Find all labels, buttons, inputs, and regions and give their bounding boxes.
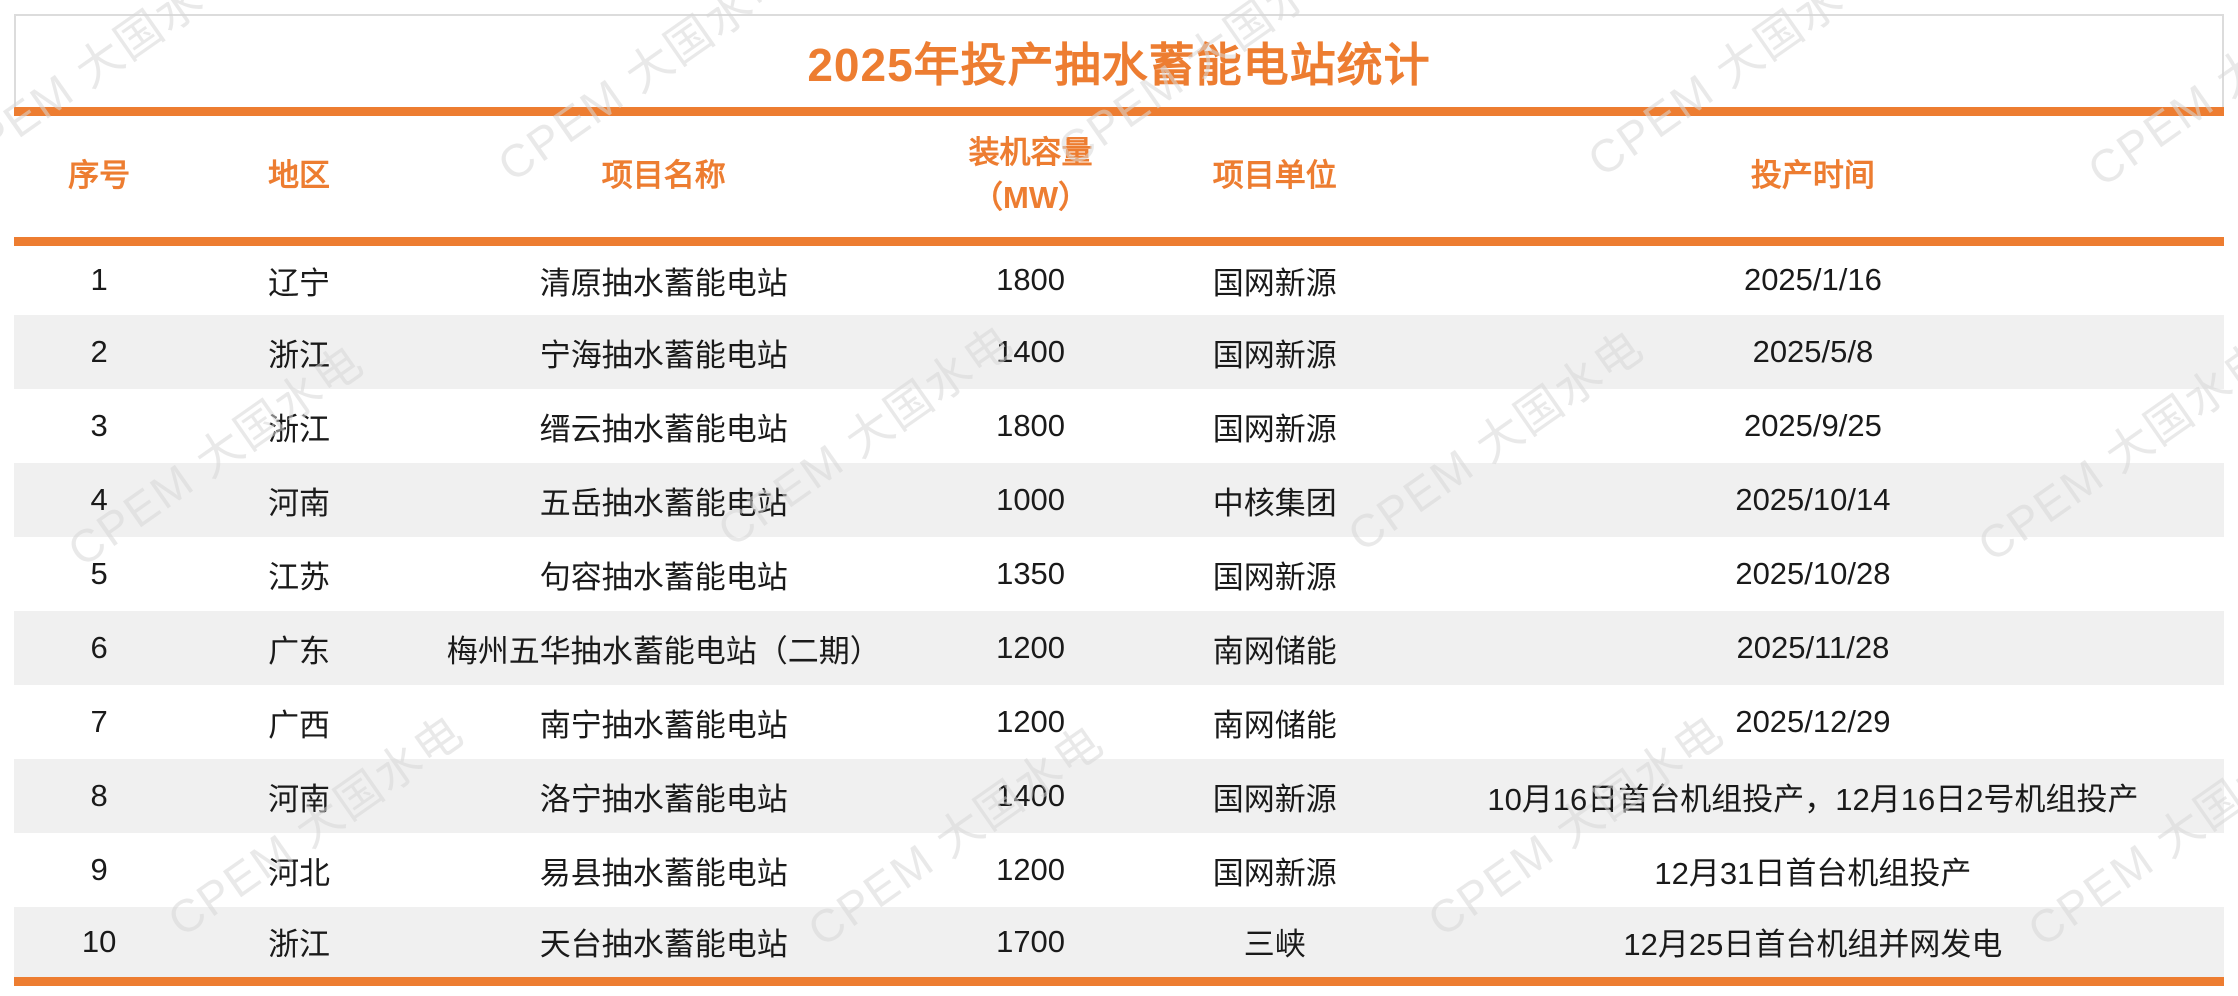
cell-capacity: 1400 <box>996 778 1066 813</box>
header-name: 项目名称 <box>413 116 914 246</box>
cell-time: 2025/10/14 <box>1735 482 1891 517</box>
cell-unit: 国网新源 <box>1212 855 1337 891</box>
cell-capacity: 1200 <box>996 852 1066 887</box>
page-title: 2025年投产抽水蓄能电站统计 <box>807 38 1431 91</box>
cell-region: 广西 <box>268 707 331 743</box>
stations-table: 序号 地区 项目名称 装机容量 （MW） 项目单位 投产时间 1 辽宁 清原抽水… <box>14 116 2224 986</box>
cell-unit: 国网新源 <box>1212 265 1337 301</box>
table-card: 2025年投产抽水蓄能电站统计 序号 地区 项目名称 装机容量 （MW） 项目单… <box>14 14 2224 986</box>
cell-project-name: 宁海抽水蓄能电站 <box>539 337 788 373</box>
table-row: 4 河南 五岳抽水蓄能电站 1000 中核集团 2025/10/14 <box>14 463 2224 537</box>
table-row: 1 辽宁 清原抽水蓄能电站 1800 国网新源 2025/1/16 <box>14 241 2224 315</box>
cell-unit: 国网新源 <box>1212 559 1337 595</box>
cell-time: 12月31日首台机组投产 <box>1654 855 1972 891</box>
cell-no: 3 <box>90 408 108 443</box>
table-row: 8 河南 洛宁抽水蓄能电站 1400 国网新源 10月16日首台机组投产，12月… <box>14 759 2224 833</box>
cell-unit: 中核集团 <box>1212 485 1337 521</box>
cell-region: 河南 <box>268 485 331 521</box>
table-body: 1 辽宁 清原抽水蓄能电站 1800 国网新源 2025/1/16 2 浙江 宁… <box>14 241 2224 986</box>
cell-no: 1 <box>90 262 108 298</box>
cell-unit: 国网新源 <box>1212 337 1337 373</box>
cell-unit: 南网储能 <box>1212 707 1337 743</box>
cell-time: 2025/9/25 <box>1743 408 1882 443</box>
cell-region: 河南 <box>268 781 331 817</box>
cell-no: 8 <box>90 778 108 813</box>
cell-capacity: 1200 <box>996 630 1066 665</box>
header-region: 地区 <box>184 116 414 246</box>
cell-time: 2025/11/28 <box>1736 630 1890 665</box>
cell-project-name: 五岳抽水蓄能电站 <box>539 485 788 521</box>
cell-capacity: 1400 <box>996 334 1066 369</box>
header-capacity: 装机容量 （MW） <box>913 116 1148 246</box>
cell-capacity: 1000 <box>996 482 1066 517</box>
cell-capacity: 1200 <box>996 704 1066 739</box>
cell-region: 浙江 <box>268 411 331 447</box>
cell-no: 7 <box>90 704 108 739</box>
title-box: 2025年投产抽水蓄能电站统计 <box>14 14 2224 107</box>
cell-time: 2025/10/28 <box>1735 556 1891 591</box>
cell-project-name: 句容抽水蓄能电站 <box>539 559 788 595</box>
title-divider <box>14 107 2224 116</box>
cell-no: 10 <box>14 907 185 986</box>
cell-project-name: 清原抽水蓄能电站 <box>539 265 788 301</box>
table-row: 2 浙江 宁海抽水蓄能电站 1400 国网新源 2025/5/8 <box>14 315 2224 389</box>
table-row: 9 河北 易县抽水蓄能电站 1200 国网新源 12月31日首台机组投产 <box>14 833 2224 907</box>
cell-time: 10月16日首台机组投产，12月16日2号机组投产 <box>1487 781 2139 817</box>
cell-unit: 国网新源 <box>1212 411 1337 447</box>
cell-region: 辽宁 <box>268 265 331 301</box>
cell-time: 2025/5/8 <box>1752 334 1874 369</box>
cell-capacity: 1800 <box>996 408 1066 443</box>
cell-region: 浙江 <box>268 337 331 373</box>
cell-project-name: 梅州五华抽水蓄能电站（二期） <box>446 633 881 669</box>
cell-region: 广东 <box>268 633 331 669</box>
cell-time: 12月25日首台机组并网发电 <box>1401 907 2224 986</box>
cell-project-name: 南宁抽水蓄能电站 <box>539 707 788 743</box>
table-row: 5 江苏 句容抽水蓄能电站 1350 国网新源 2025/10/28 <box>14 537 2224 611</box>
cell-region: 河北 <box>268 855 331 891</box>
header-unit: 项目单位 <box>1147 116 1402 246</box>
cell-project-name: 缙云抽水蓄能电站 <box>539 411 788 447</box>
cell-unit: 国网新源 <box>1212 781 1337 817</box>
cell-time: 2025/1/16 <box>1743 262 1882 298</box>
table-row: 3 浙江 缙云抽水蓄能电站 1800 国网新源 2025/9/25 <box>14 389 2224 463</box>
cell-no: 5 <box>90 556 108 591</box>
header-time: 投产时间 <box>1401 116 2224 246</box>
cell-project-name: 洛宁抽水蓄能电站 <box>539 781 788 817</box>
cell-unit: 三峡 <box>1147 907 1402 986</box>
cell-no: 6 <box>90 630 108 665</box>
cell-region: 浙江 <box>184 907 414 986</box>
header-no: 序号 <box>14 116 185 246</box>
cell-no: 4 <box>90 482 108 517</box>
header-row: 序号 地区 项目名称 装机容量 （MW） 项目单位 投产时间 <box>14 116 2224 246</box>
cell-capacity: 1700 <box>913 907 1148 986</box>
cell-no: 2 <box>90 334 108 369</box>
cell-no: 9 <box>90 852 108 887</box>
table-row: 10 浙江 天台抽水蓄能电站 1700 三峡 12月25日首台机组并网发电 <box>14 907 2224 986</box>
cell-capacity: 1350 <box>996 556 1066 591</box>
table-row: 7 广西 南宁抽水蓄能电站 1200 南网储能 2025/12/29 <box>14 685 2224 759</box>
cell-region: 江苏 <box>268 559 331 595</box>
cell-project-name: 天台抽水蓄能电站 <box>413 907 914 986</box>
cell-project-name: 易县抽水蓄能电站 <box>539 855 788 891</box>
cell-time: 2025/12/29 <box>1735 704 1891 739</box>
cell-unit: 南网储能 <box>1212 633 1337 669</box>
table-row: 6 广东 梅州五华抽水蓄能电站（二期） 1200 南网储能 2025/11/28 <box>14 611 2224 685</box>
cell-capacity: 1800 <box>996 262 1066 298</box>
